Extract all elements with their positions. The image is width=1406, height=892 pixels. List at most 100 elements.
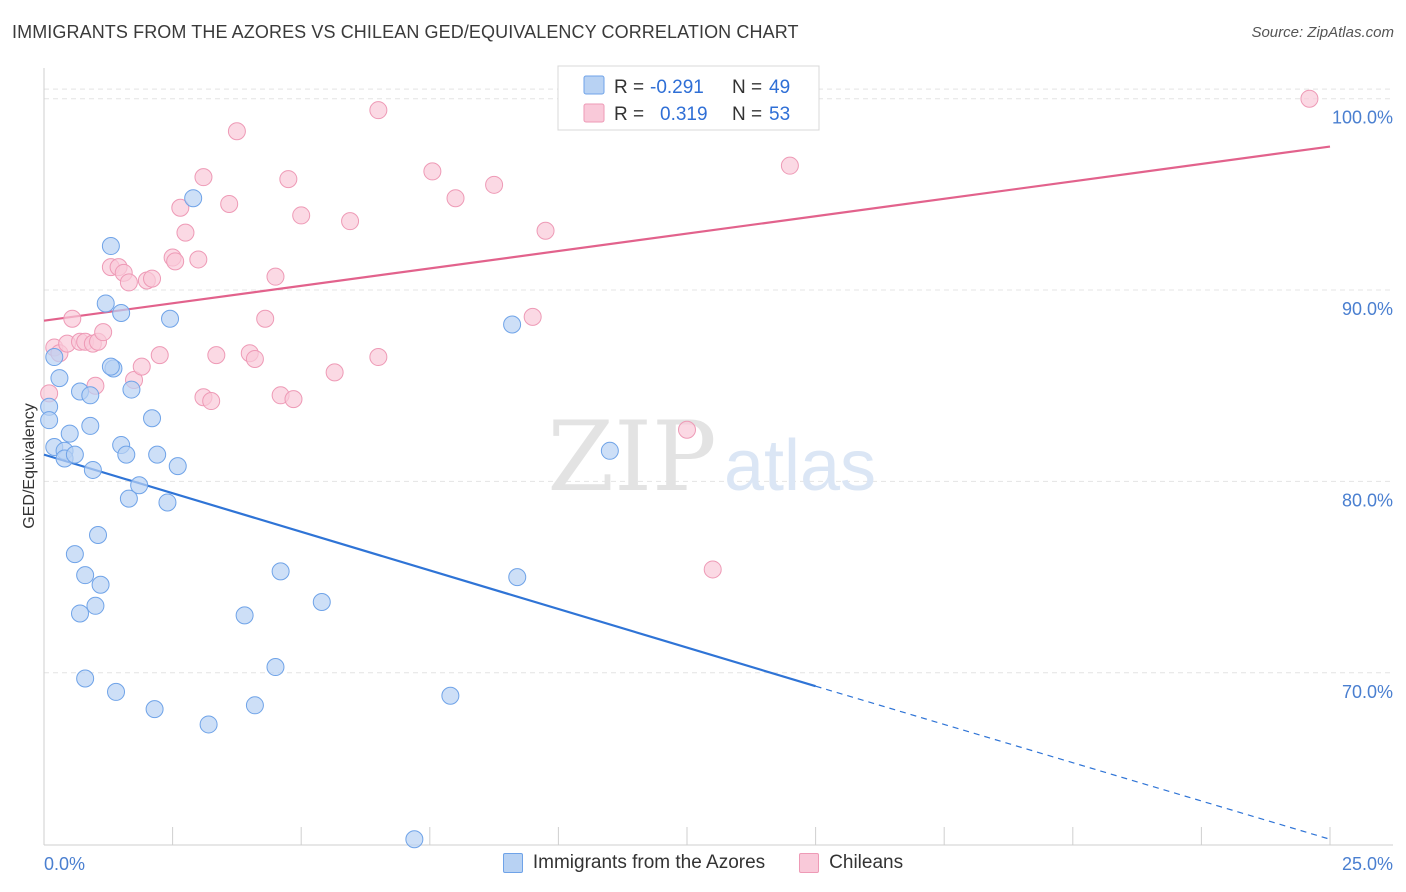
point-chileans	[284, 390, 303, 409]
point-azores	[503, 315, 522, 334]
point-azores	[76, 669, 95, 688]
point-chileans	[94, 323, 113, 342]
watermark-zip: ZIP	[547, 401, 716, 513]
legend-item-azores: Immigrants from the Azores	[502, 852, 766, 874]
data-points	[40, 89, 1319, 849]
legend-n-label-2: N =	[732, 104, 762, 125]
watermark-atlas: atlas	[724, 426, 876, 506]
point-azores	[161, 309, 180, 328]
point-azores	[83, 460, 102, 479]
point-azores	[168, 457, 187, 476]
point-azores	[76, 566, 95, 585]
point-chileans	[119, 273, 138, 292]
point-azores	[145, 700, 164, 719]
point-chileans	[245, 349, 264, 368]
point-chileans	[171, 198, 190, 217]
point-chileans	[485, 175, 504, 194]
y-axis-label: GED/Equivalency	[21, 403, 38, 528]
legend-r-label-2: R =	[614, 104, 644, 125]
point-azores	[271, 562, 290, 581]
legend-n-label-1: N =	[732, 77, 762, 98]
point-chileans	[63, 309, 82, 328]
point-chileans	[220, 194, 239, 213]
legend-label-azores: Immigrants from the Azores	[532, 852, 766, 873]
point-chileans	[780, 156, 799, 175]
stats-legend: R = -0.291 N = 49 R = 0.319 N = 53	[557, 65, 820, 131]
point-chileans	[1300, 89, 1319, 108]
point-chileans	[202, 392, 221, 411]
point-chileans	[132, 357, 151, 376]
point-azores	[112, 304, 131, 323]
y-tick-label: 80.0%	[1342, 490, 1393, 510]
x-tick-label-max: 25.0%	[1342, 854, 1393, 874]
point-azores	[405, 830, 424, 849]
trend-line-chileans	[43, 145, 1331, 322]
legend-swatch-chileans	[799, 853, 820, 873]
point-azores	[65, 445, 84, 464]
point-chileans	[207, 346, 226, 365]
point-azores	[101, 357, 120, 376]
legend-r-value-2: 0.319	[660, 104, 708, 125]
point-chileans	[279, 170, 298, 189]
point-azores	[184, 189, 203, 208]
point-azores	[148, 445, 167, 464]
y-tick-label: 70.0%	[1342, 682, 1393, 702]
point-chileans	[536, 221, 555, 240]
point-azores	[158, 493, 177, 512]
source-label: Source: ZipAtlas.com	[1251, 24, 1394, 41]
legend-n-value-1: 49	[769, 77, 790, 98]
point-azores	[143, 409, 162, 428]
point-chileans	[369, 348, 388, 367]
y-tick-labels: 70.0% 80.0% 90.0% 100.0%	[1332, 108, 1393, 702]
point-chileans	[256, 309, 275, 328]
point-chileans	[703, 560, 722, 579]
point-chileans	[143, 269, 162, 288]
point-azores	[199, 715, 218, 734]
point-azores	[40, 411, 59, 430]
chart-title: IMMIGRANTS FROM THE AZORES VS CHILEAN GE…	[12, 22, 799, 42]
point-azores	[312, 592, 331, 611]
axes	[43, 68, 1393, 846]
series-legend: Immigrants from the Azores Chileans	[0, 852, 1406, 874]
legend-swatch-azores	[502, 853, 523, 873]
point-chileans	[423, 162, 442, 181]
point-azores	[441, 686, 460, 705]
point-azores	[81, 416, 100, 435]
point-chileans	[176, 223, 195, 242]
point-azores	[119, 489, 138, 508]
legend-r-value-1: -0.291	[650, 77, 704, 98]
point-azores	[96, 294, 115, 313]
point-azores	[45, 348, 64, 367]
point-azores	[130, 476, 149, 495]
point-azores	[508, 568, 527, 587]
point-chileans	[341, 212, 360, 231]
legend-r-label-1: R =	[614, 77, 644, 98]
point-azores	[235, 606, 254, 625]
point-chileans	[292, 206, 311, 225]
y-tick-label: 100.0%	[1332, 108, 1393, 128]
point-azores	[600, 441, 619, 460]
point-azores	[71, 604, 90, 623]
stats-legend-swatch-chileans	[583, 103, 605, 123]
point-azores	[122, 380, 141, 399]
point-azores	[86, 596, 105, 615]
point-azores	[60, 424, 79, 443]
point-chileans	[523, 307, 542, 326]
point-azores	[101, 237, 120, 256]
point-azores	[65, 545, 84, 564]
point-chileans	[166, 252, 185, 271]
point-chileans	[446, 189, 465, 208]
point-azores	[91, 575, 110, 594]
y-tick-label: 90.0%	[1342, 299, 1393, 319]
point-azores	[89, 526, 108, 544]
point-azores	[50, 369, 69, 388]
point-chileans	[194, 168, 213, 187]
legend-item-chileans: Chileans	[799, 852, 903, 874]
point-azores	[107, 682, 126, 701]
trend-line-azores	[43, 453, 816, 688]
legend-label-chileans: Chileans	[829, 852, 904, 873]
point-chileans	[369, 101, 388, 120]
point-chileans	[678, 420, 696, 439]
gridlines	[44, 88, 1393, 674]
